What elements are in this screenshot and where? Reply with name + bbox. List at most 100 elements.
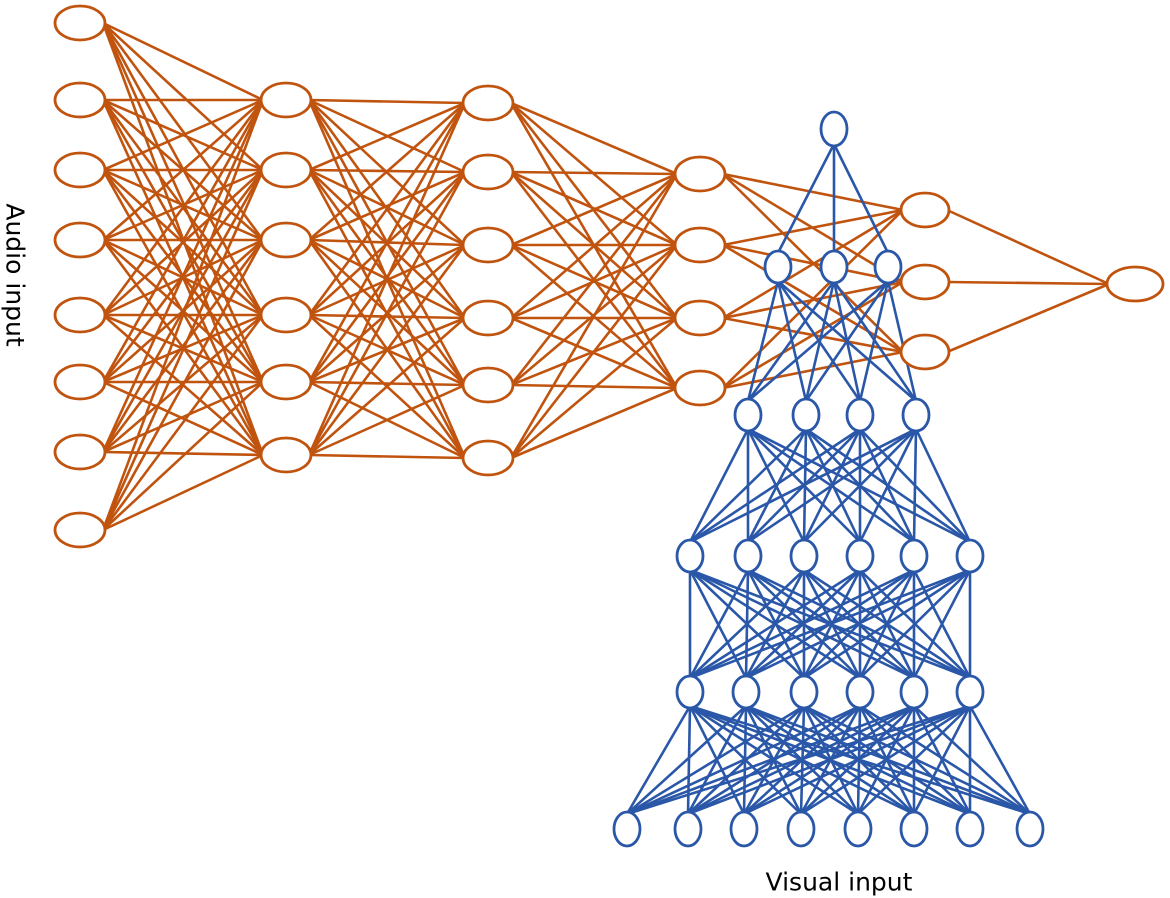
visual-connection <box>689 569 805 679</box>
visual-connection <box>688 705 746 815</box>
audio-node-l2-1 <box>259 81 313 119</box>
visual-node-l3-3 <box>789 538 819 574</box>
visual-connection <box>886 280 918 402</box>
visual-connection <box>777 280 917 402</box>
audio-connection <box>101 22 265 383</box>
visual-connection <box>803 704 1031 816</box>
audio-network-nodes <box>53 4 1165 549</box>
visual-node-l2-5 <box>899 674 929 710</box>
audio-connection <box>102 22 264 171</box>
audio-connection <box>722 208 904 247</box>
audio-connection <box>102 21 264 102</box>
audio-connection <box>308 102 466 241</box>
audio-connection <box>722 280 904 390</box>
audio-node-l3-3 <box>461 226 515 264</box>
audio-connection <box>101 169 265 531</box>
audio-node-l1-6 <box>53 363 107 401</box>
audio-connection <box>510 173 678 319</box>
visual-connection <box>689 704 1031 816</box>
audio-connection <box>307 102 467 316</box>
audio-node-l1-1 <box>53 4 107 42</box>
audio-connection <box>307 244 467 456</box>
audio-connection <box>308 313 466 320</box>
visual-node-l4-2 <box>791 397 821 433</box>
audio-connection <box>722 209 904 389</box>
visual-node-l1-8 <box>1015 810 1045 848</box>
audio-connection <box>102 380 264 454</box>
visual-node-l1-5 <box>843 810 873 848</box>
audio-input-label: Audio input <box>0 203 30 347</box>
audio-connection <box>101 314 265 531</box>
visual-connection <box>914 428 972 543</box>
visual-node-l5-2 <box>819 249 849 285</box>
audio-node-l1-3 <box>53 151 107 189</box>
audio-node-l3-6 <box>461 439 515 477</box>
audio-node-l3-5 <box>461 366 515 404</box>
visual-node-l3-2 <box>733 538 763 574</box>
audio-node-l4-4 <box>673 369 727 407</box>
audio-connection <box>102 99 264 241</box>
visual-node-l2-3 <box>789 674 819 710</box>
audio-connection <box>101 239 265 531</box>
audio-connection <box>102 450 264 457</box>
audio-connection <box>308 383 466 457</box>
audio-connection <box>308 453 466 460</box>
audio-node-l2-5 <box>259 363 313 401</box>
audio-connection <box>101 239 265 453</box>
audio-connection <box>102 168 264 242</box>
audio-node-l2-4 <box>259 296 313 334</box>
visual-node-l1-6 <box>899 810 929 848</box>
audio-connection <box>101 99 265 531</box>
audio-connection <box>307 171 467 456</box>
audio-connection <box>101 99 265 453</box>
audio-connection <box>102 381 264 531</box>
visual-connection <box>912 569 972 679</box>
audio-connection <box>101 169 265 453</box>
audio-connection <box>308 380 466 387</box>
audio-node-l4-2 <box>673 226 727 264</box>
visual-network-edges <box>625 143 1032 816</box>
visual-node-l2-1 <box>675 674 705 710</box>
visual-connection <box>746 428 806 543</box>
visual-connection <box>689 705 802 815</box>
visual-node-l3-1 <box>675 538 705 574</box>
visual-connection <box>803 568 971 680</box>
visual-node-l3-5 <box>899 538 929 574</box>
audio-node-l2-3 <box>259 221 313 259</box>
audio-node-l6-1 <box>1105 265 1165 303</box>
visual-connection <box>805 427 971 544</box>
visual-node-l1-3 <box>729 810 759 848</box>
visual-node-l4-4 <box>901 397 931 433</box>
audio-connection <box>307 102 467 383</box>
audio-node-l5-3 <box>899 333 951 371</box>
visual-connection <box>776 143 836 254</box>
audio-connection <box>101 99 265 383</box>
audio-node-l2-6 <box>259 436 313 474</box>
audio-node-l3-4 <box>461 299 515 337</box>
visual-node-l1-2 <box>673 810 703 848</box>
audio-connection <box>946 282 1110 354</box>
audio-connection <box>722 172 904 212</box>
audio-connection <box>101 99 265 316</box>
visual-connection <box>747 427 915 544</box>
visual-node-l1-4 <box>786 810 816 848</box>
visual-input-label: Visual input <box>765 867 913 897</box>
visual-connection <box>913 705 1031 815</box>
visual-connection <box>747 428 861 543</box>
visual-node-l4-1 <box>733 397 763 433</box>
visual-node-l1-7 <box>955 810 985 848</box>
visual-connection <box>832 280 918 402</box>
visual-connection <box>689 568 861 680</box>
visual-connection <box>776 280 808 402</box>
audio-connection <box>946 208 1110 286</box>
visual-connection <box>689 568 971 680</box>
audio-connection <box>509 173 679 459</box>
audio-node-l4-3 <box>673 299 727 337</box>
visual-node-l2-2 <box>731 674 761 710</box>
visual-connection <box>689 704 915 816</box>
visual-connection <box>859 704 1031 816</box>
visual-connection <box>626 704 915 816</box>
audio-connection <box>308 98 466 105</box>
